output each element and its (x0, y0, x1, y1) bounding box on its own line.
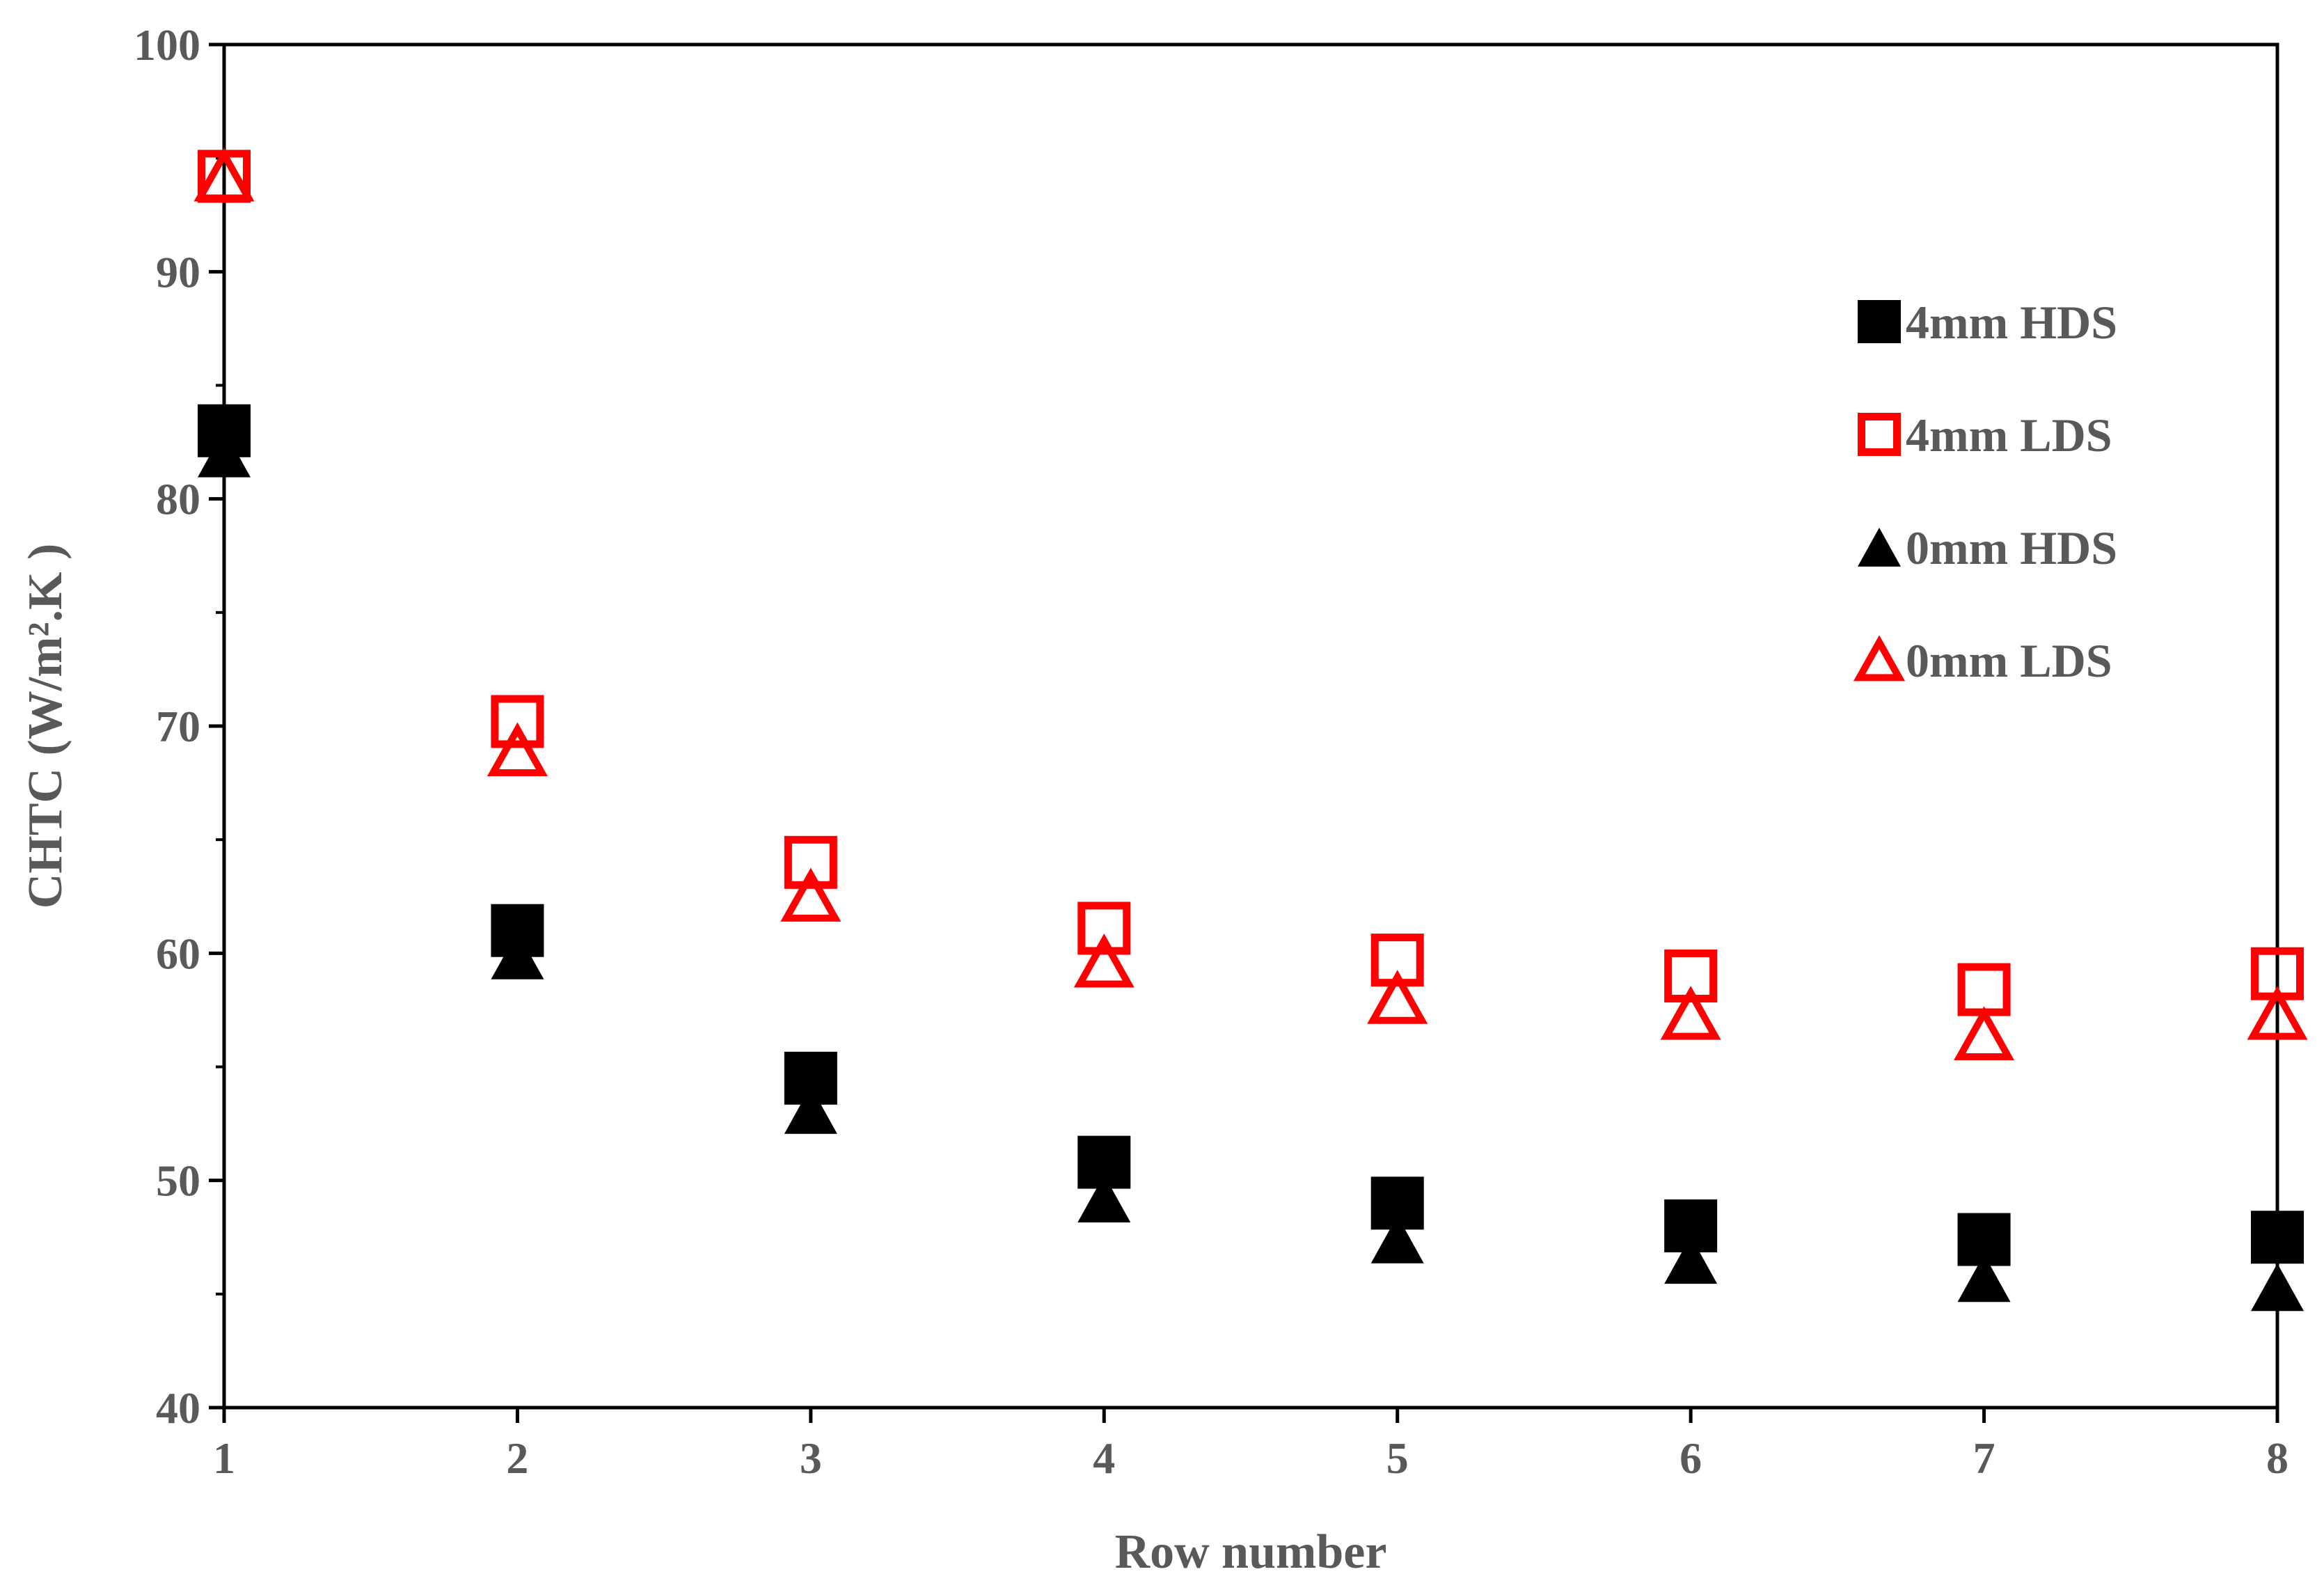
data-point (1954, 1006, 2015, 1060)
legend-marker (1853, 635, 1906, 682)
data-point (1077, 1135, 1131, 1189)
data-point (1073, 934, 1135, 988)
data-point (1957, 1213, 2011, 1266)
y-tick-label: 60 (156, 929, 200, 978)
data-point (2251, 1263, 2304, 1312)
series-0mm-hds (198, 430, 2304, 1312)
legend-label: 4mm HDS (1906, 296, 2117, 349)
data-point (1077, 902, 1131, 955)
data-point (2247, 986, 2308, 1040)
data-point (2251, 947, 2304, 1000)
data-point (487, 722, 548, 777)
y-tick-label: 80 (156, 475, 200, 524)
data-point (1660, 986, 1721, 1040)
y-tick-label: 70 (156, 702, 200, 751)
legend-label: 4mm LDS (1906, 409, 2112, 462)
data-point (1664, 1236, 1718, 1284)
x-tick-label: 2 (506, 1433, 528, 1483)
data-point (1957, 963, 2011, 1016)
data-point (1367, 970, 1428, 1024)
data-point (1077, 1174, 1131, 1222)
legend-marker (1858, 528, 1901, 567)
x-tick-label: 6 (1679, 1433, 1702, 1483)
data-point (780, 867, 841, 922)
series-4mm-lds (198, 150, 2304, 1016)
y-axis-title: CHTC (W/m².K ) (19, 544, 72, 909)
x-axis-title: Row number (1115, 1525, 1387, 1579)
x-tick-label: 4 (1093, 1433, 1115, 1483)
y-tick-label: 90 (156, 247, 200, 297)
legend-marker (1858, 413, 1901, 456)
data-point (1370, 1215, 1424, 1264)
y-tick-label: 40 (156, 1383, 200, 1433)
x-tick-label: 1 (213, 1433, 235, 1483)
y-axis: 40 50 60 70 80 90 100 (134, 20, 224, 1433)
data-point (1370, 1176, 1424, 1230)
legend: 4mm HDS 4mm LDS 0mm HDS 0mm LDS (1853, 296, 2117, 687)
plot-area (222, 42, 2279, 1410)
x-axis: 1 2 3 4 5 6 7 8 (213, 1408, 2289, 1483)
legend-marker (1858, 300, 1901, 343)
y-tick-label: 100 (134, 20, 200, 70)
data-point (491, 904, 544, 957)
y-tick-label: 50 (156, 1156, 200, 1206)
data-point (198, 150, 251, 203)
data-point (784, 1086, 837, 1134)
data-point (198, 404, 251, 457)
x-tick-label: 3 (800, 1433, 822, 1483)
data-point (1370, 934, 1424, 987)
data-point (784, 835, 837, 889)
series-4mm-hds (198, 404, 2304, 1266)
data-point (1664, 1199, 1718, 1252)
data-point (1957, 1254, 2011, 1302)
x-tick-label: 7 (1973, 1433, 1995, 1483)
legend-label: 0mm HDS (1906, 521, 2117, 574)
data-point (1664, 949, 1718, 1002)
x-tick-label: 5 (1386, 1433, 1409, 1483)
data-series (193, 147, 2308, 1312)
data-point (2251, 1211, 2304, 1264)
x-tick-label: 8 (2266, 1433, 2289, 1483)
data-point (784, 1051, 837, 1105)
legend-label: 0mm LDS (1906, 634, 2112, 687)
data-point (491, 695, 544, 748)
